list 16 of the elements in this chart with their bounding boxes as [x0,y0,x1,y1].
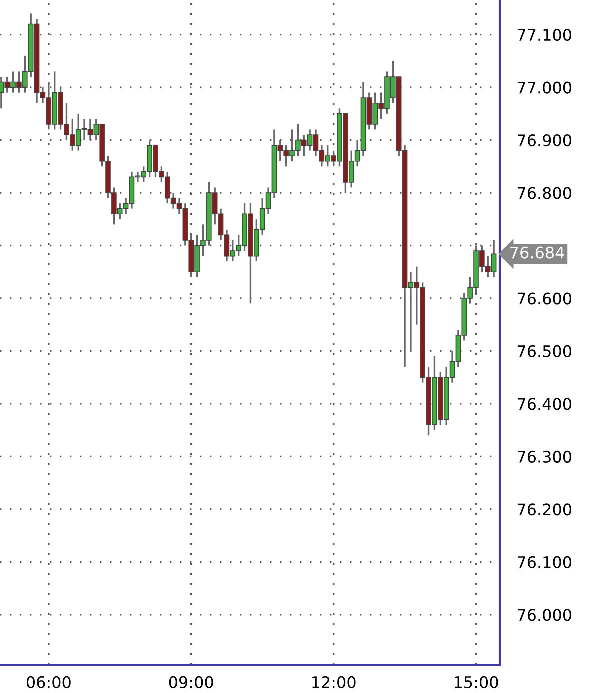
y-tick-label: 76.000 [518,609,572,622]
y-tick-label: 76.300 [518,450,572,463]
y-tick-label: 76.600 [518,292,572,305]
annotation: 76.684 [510,246,564,259]
y-tick-label: 77.100 [518,29,572,42]
y-tick-label: 76.500 [518,345,572,358]
y-tick-label: 76.200 [518,504,572,516]
y-tick-label: 77.000 [518,82,572,94]
x-tick-label: 09:00 [169,676,214,688]
y-tick-label: 76.400 [518,398,572,410]
y-tick-label: 76.800 [518,187,572,200]
x-tick-label: 12:00 [312,676,356,688]
x-tick-label: 15:00 [455,676,498,688]
y-tick-label: 76.900 [518,134,572,147]
x-tick-label: 06:00 [26,676,71,688]
y-tick-label: 76.100 [518,556,572,568]
